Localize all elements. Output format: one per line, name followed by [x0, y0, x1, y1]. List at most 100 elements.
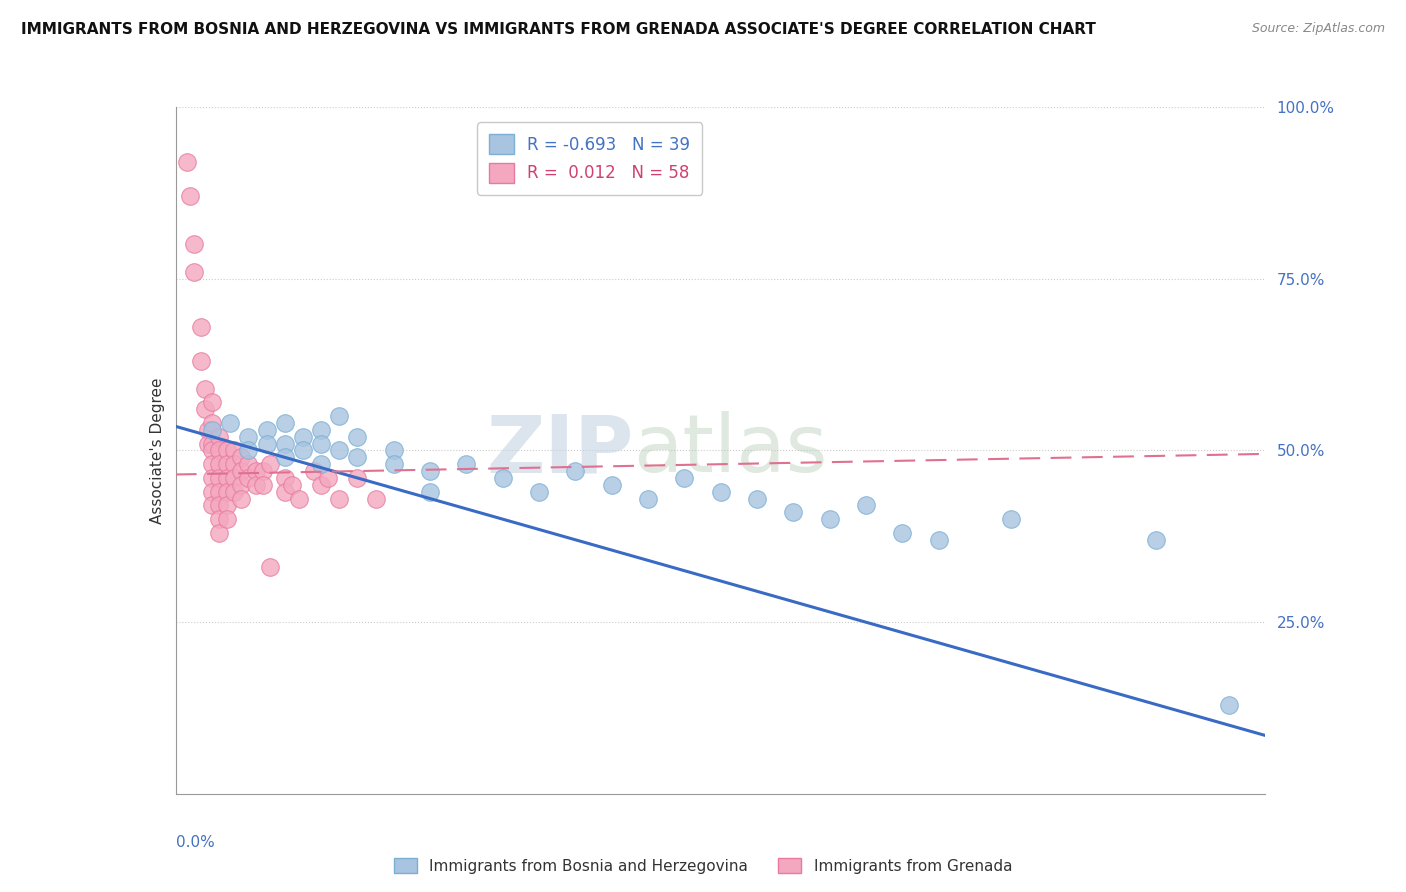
- Point: [245, 478, 267, 492]
- Point: [291, 443, 314, 458]
- Point: [1000, 512, 1022, 526]
- Point: [274, 416, 297, 430]
- Point: [456, 457, 478, 471]
- Point: [208, 430, 231, 444]
- Point: [208, 484, 231, 499]
- Point: [346, 430, 368, 444]
- Point: [309, 478, 332, 492]
- Point: [201, 443, 224, 458]
- Point: [382, 457, 405, 471]
- Point: [201, 457, 224, 471]
- Point: [274, 436, 297, 450]
- Point: [419, 464, 441, 478]
- Point: [215, 471, 238, 485]
- Point: [238, 471, 260, 485]
- Point: [291, 430, 314, 444]
- Point: [309, 436, 332, 450]
- Point: [222, 443, 245, 458]
- Point: [208, 499, 231, 513]
- Point: [782, 505, 804, 519]
- Point: [673, 471, 696, 485]
- Point: [710, 484, 733, 499]
- Point: [215, 457, 238, 471]
- Point: [215, 499, 238, 513]
- Point: [208, 525, 231, 540]
- Point: [256, 423, 278, 437]
- Point: [201, 436, 224, 450]
- Point: [183, 237, 205, 252]
- Point: [288, 491, 311, 506]
- Point: [201, 423, 224, 437]
- Point: [318, 471, 340, 485]
- Point: [346, 471, 368, 485]
- Point: [201, 395, 224, 409]
- Point: [194, 382, 217, 396]
- Point: [818, 512, 841, 526]
- Point: [215, 512, 238, 526]
- Point: [201, 471, 224, 485]
- Point: [197, 436, 219, 450]
- Point: [928, 533, 950, 547]
- Point: [190, 319, 212, 334]
- Point: [231, 491, 253, 506]
- Point: [259, 560, 281, 574]
- Text: IMMIGRANTS FROM BOSNIA AND HERZEGOVINA VS IMMIGRANTS FROM GRENADA ASSOCIATE'S DE: IMMIGRANTS FROM BOSNIA AND HERZEGOVINA V…: [21, 22, 1095, 37]
- Point: [256, 436, 278, 450]
- Point: [208, 471, 231, 485]
- Point: [190, 354, 212, 368]
- Point: [219, 416, 242, 430]
- Text: atlas: atlas: [633, 411, 828, 490]
- Point: [637, 491, 659, 506]
- Point: [328, 491, 350, 506]
- Point: [745, 491, 768, 506]
- Point: [194, 402, 217, 417]
- Point: [274, 484, 297, 499]
- Point: [238, 443, 260, 458]
- Point: [222, 457, 245, 471]
- Point: [201, 416, 224, 430]
- Point: [238, 430, 260, 444]
- Point: [492, 471, 515, 485]
- Point: [231, 478, 253, 492]
- Point: [176, 155, 198, 169]
- Point: [179, 189, 201, 203]
- Point: [231, 450, 253, 465]
- Point: [208, 457, 231, 471]
- Point: [183, 265, 205, 279]
- Point: [1146, 533, 1168, 547]
- Point: [208, 512, 231, 526]
- Legend: R = -0.693   N = 39, R =  0.012   N = 58: R = -0.693 N = 39, R = 0.012 N = 58: [478, 122, 702, 194]
- Point: [274, 471, 297, 485]
- Point: [208, 443, 231, 458]
- Point: [564, 464, 586, 478]
- Point: [891, 525, 914, 540]
- Point: [245, 464, 267, 478]
- Point: [419, 484, 441, 499]
- Point: [197, 423, 219, 437]
- Point: [252, 464, 274, 478]
- Point: [215, 484, 238, 499]
- Text: 0.0%: 0.0%: [176, 835, 215, 850]
- Point: [302, 464, 325, 478]
- Point: [382, 443, 405, 458]
- Point: [252, 478, 274, 492]
- Point: [309, 423, 332, 437]
- Point: [527, 484, 550, 499]
- Point: [231, 464, 253, 478]
- Point: [238, 457, 260, 471]
- Point: [1218, 698, 1240, 712]
- Point: [346, 450, 368, 465]
- Point: [274, 450, 297, 465]
- Point: [328, 409, 350, 423]
- Point: [201, 499, 224, 513]
- Point: [309, 457, 332, 471]
- Point: [855, 499, 877, 513]
- Point: [222, 471, 245, 485]
- Point: [328, 443, 350, 458]
- Point: [215, 443, 238, 458]
- Point: [600, 478, 623, 492]
- Text: Source: ZipAtlas.com: Source: ZipAtlas.com: [1251, 22, 1385, 36]
- Y-axis label: Associate's Degree: Associate's Degree: [149, 377, 165, 524]
- Point: [201, 484, 224, 499]
- Legend: Immigrants from Bosnia and Herzegovina, Immigrants from Grenada: Immigrants from Bosnia and Herzegovina, …: [388, 852, 1018, 880]
